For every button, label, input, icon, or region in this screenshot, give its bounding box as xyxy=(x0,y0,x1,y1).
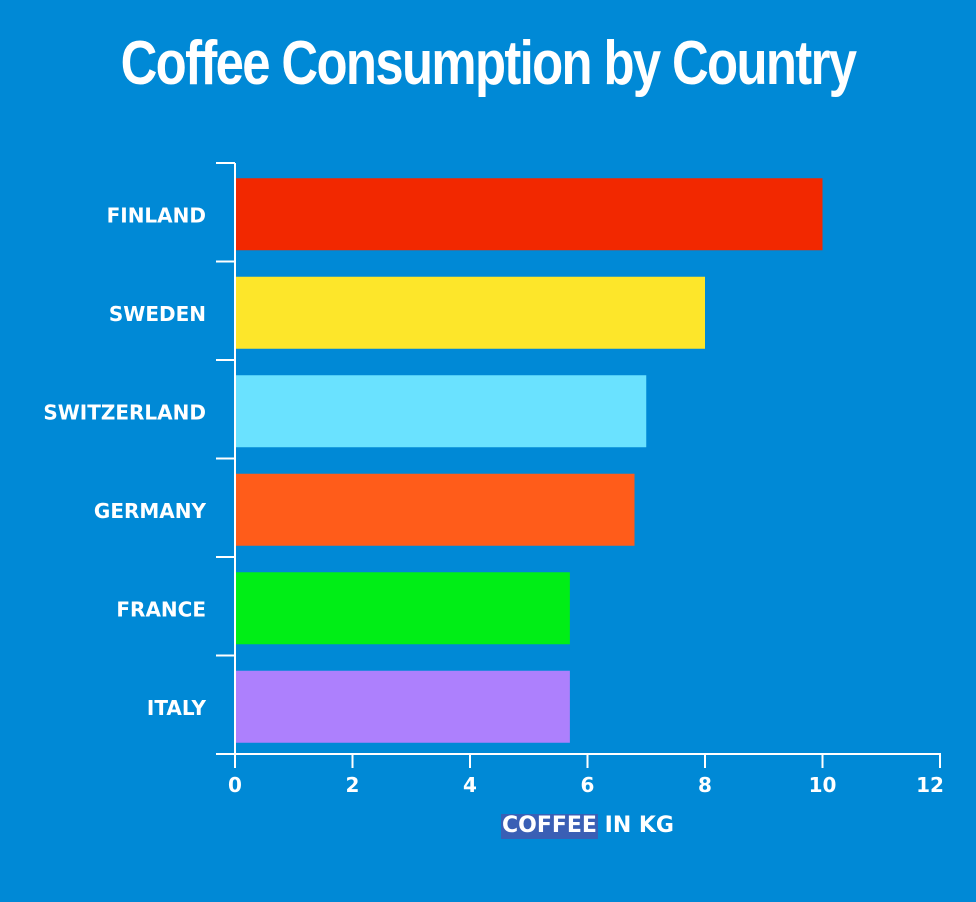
x-axis-title: COFFEE IN KG xyxy=(502,813,674,838)
bar-finland xyxy=(235,178,823,251)
category-label: FINLAND xyxy=(107,203,206,227)
bar-germany xyxy=(235,473,635,546)
x-tick-label: 12 xyxy=(916,773,944,797)
category-label: SWEDEN xyxy=(109,302,206,326)
x-axis-title-highlighted: COFFEE xyxy=(502,813,597,838)
bar-italy xyxy=(235,670,570,743)
x-tick-label: 6 xyxy=(581,773,595,797)
x-tick-label: 2 xyxy=(346,773,360,797)
x-tick-label: 10 xyxy=(809,773,837,797)
bar-sweden xyxy=(235,276,705,349)
bars-layer xyxy=(235,178,823,743)
bar-switzerland xyxy=(235,375,647,448)
labels-layer: FINLAND SWEDEN SWITZERLAND GERMANY FRANCE ITA… xyxy=(43,203,944,797)
x-tick-label: 0 xyxy=(228,773,242,797)
category-label: GERMANY xyxy=(94,499,207,523)
axes-layer xyxy=(216,162,941,768)
category-label: FRANCE xyxy=(116,597,206,621)
chart-title: Coffee Consumption by Country xyxy=(120,29,857,98)
bar-france xyxy=(235,572,570,645)
x-axis-label-highlight xyxy=(501,814,598,839)
category-label: ITALY xyxy=(147,696,207,720)
x-axis-title-rest: IN KG xyxy=(597,813,674,838)
category-label: SWITZERLAND xyxy=(43,400,206,424)
x-tick-label: 8 xyxy=(698,773,712,797)
x-tick-label: 4 xyxy=(463,773,477,797)
